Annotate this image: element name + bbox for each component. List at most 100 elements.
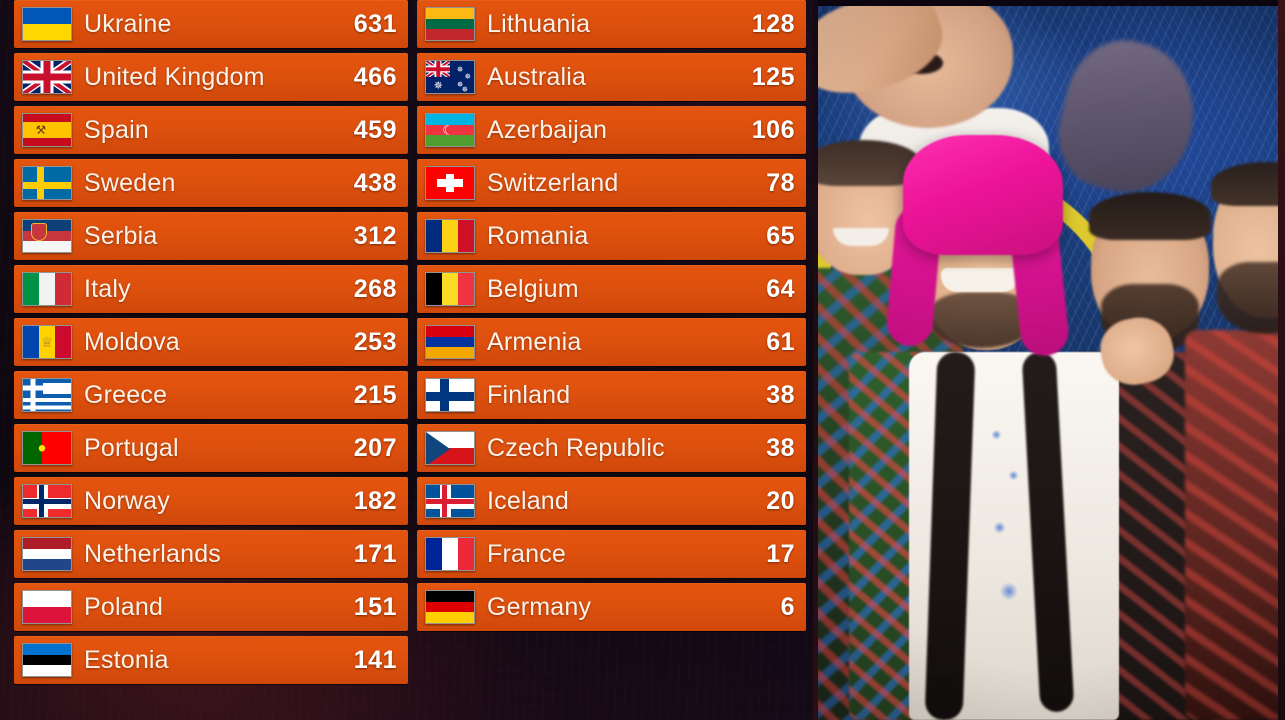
country-points: 17 (766, 539, 795, 568)
country-points: 459 (353, 115, 397, 144)
scoreboard-row: Switzerland 78 (417, 159, 806, 207)
scoreboard-row: ☾ Azerbaijan 106 (417, 106, 806, 154)
flag-icon-se (22, 166, 72, 200)
flag-icon-be (425, 272, 475, 306)
video-frame (813, 0, 1285, 720)
scoreboard-row: Romania 65 (417, 212, 806, 260)
country-name: Greece (84, 380, 168, 409)
country-points: 171 (353, 539, 397, 568)
scoreboard-row: France 17 (417, 530, 806, 578)
country-name: Czech Republic (487, 433, 665, 462)
country-points: 78 (766, 168, 795, 197)
flag-icon-it (22, 272, 72, 306)
country-points: 64 (766, 274, 795, 303)
scoreboard-row: Serbia 312 (14, 212, 408, 260)
country-name: Azerbaijan (487, 115, 608, 144)
flag-icon-ua (22, 7, 72, 41)
flag-icon-de (425, 590, 475, 624)
video-edge-right (1278, 0, 1285, 720)
country-name: Poland (84, 592, 164, 621)
scoreboard-row: Norway 182 (14, 477, 408, 525)
country-points: 215 (353, 380, 397, 409)
flag-icon-am (425, 325, 475, 359)
country-name: Finland (487, 380, 571, 409)
flag-icon-no (22, 484, 72, 518)
country-name: Sweden (84, 168, 176, 197)
scoreboard-row: Italy 268 (14, 265, 408, 313)
video-edge-left (813, 0, 818, 720)
scoreboard-row: ● Portugal 207 (14, 424, 408, 472)
country-name: Germany (487, 592, 592, 621)
live-video-panel (813, 0, 1285, 720)
country-points: 125 (751, 62, 795, 91)
country-name: Netherlands (84, 539, 222, 568)
flag-icon-ee (22, 643, 72, 677)
country-name: Italy (84, 274, 131, 303)
left-man-smile (833, 228, 889, 246)
scoreboard-row: Netherlands 171 (14, 530, 408, 578)
country-name: Spain (84, 115, 149, 144)
flag-icon-pl (22, 590, 72, 624)
country-points: 61 (766, 327, 795, 356)
flag-icon-au: ✵ ✵ ✵ ✵ ✵ (425, 60, 475, 94)
video-edge-top (813, 0, 1285, 6)
flag-icon-az: ☾ (425, 113, 475, 147)
far-right-man-hair (1211, 162, 1285, 206)
country-points: 141 (353, 645, 397, 674)
country-name: Romania (487, 221, 589, 250)
flag-icon-is (425, 484, 475, 518)
center-man-smile (941, 268, 1019, 292)
scoreboard-row: Armenia 61 (417, 318, 806, 366)
scoreboard-row: United Kingdom 466 (14, 53, 408, 101)
country-name: Belgium (487, 274, 579, 303)
scoreboard-row: Finland 38 (417, 371, 806, 419)
country-points: 20 (766, 486, 795, 515)
country-name: Iceland (487, 486, 570, 515)
country-points: 38 (766, 380, 795, 409)
flag-icon-gb (22, 60, 72, 94)
flag-icon-lt (425, 7, 475, 41)
country-name: Moldova (84, 327, 180, 356)
flag-icon-ch (425, 166, 475, 200)
scoreboard-row: Greece 215 (14, 371, 408, 419)
country-name: France (487, 539, 567, 568)
scoreboard-row: ✵ ✵ ✵ ✵ ✵ Australia 125 (417, 53, 806, 101)
flag-icon-gr (22, 378, 72, 412)
country-points: 466 (353, 62, 397, 91)
country-points: 106 (751, 115, 795, 144)
scoreboard-row: Lithuania 128 (417, 0, 806, 48)
country-points: 128 (751, 9, 795, 38)
far-right-man-costume (1185, 330, 1285, 720)
scoreboard-column-left: Ukraine 631 United Kingdom 466 ⚒ Spain 459 Swed… (14, 0, 408, 689)
scoreboard-row: ♕ Moldova 253 (14, 318, 408, 366)
flag-icon-cz (425, 431, 475, 465)
flag-icon-nl (22, 537, 72, 571)
scoreboard-row: Germany 6 (417, 583, 806, 631)
country-points: 182 (353, 486, 397, 515)
flag-icon-es: ⚒ (22, 113, 72, 147)
scoreboard-row: Ukraine 631 (14, 0, 408, 48)
country-name: Ukraine (84, 9, 172, 38)
country-points: 631 (353, 9, 397, 38)
flag-icon-ro (425, 219, 475, 253)
country-points: 438 (353, 168, 397, 197)
country-name: United Kingdom (84, 62, 265, 91)
scoreboard-row: Iceland 20 (417, 477, 806, 525)
flag-icon-pt: ● (22, 431, 72, 465)
flag-icon-fi (425, 378, 475, 412)
country-name: Estonia (84, 645, 169, 674)
country-name: Switzerland (487, 168, 619, 197)
country-name: Serbia (84, 221, 158, 250)
pink-bucket-hat (903, 135, 1063, 255)
country-points: 38 (766, 433, 795, 462)
scoreboard-column-right: Lithuania 128 ✵ ✵ ✵ ✵ ✵ Australia 125 ☾ Azerbaijan… (417, 0, 806, 636)
country-points: 6 (780, 592, 795, 621)
scoreboard-row: Sweden 438 (14, 159, 408, 207)
country-name: Portugal (84, 433, 179, 462)
country-points: 253 (353, 327, 397, 356)
scoreboard-row: ⚒ Spain 459 (14, 106, 408, 154)
scoreboard-row: Estonia 141 (14, 636, 408, 684)
scoreboard-row: Czech Republic 38 (417, 424, 806, 472)
country-points: 151 (353, 592, 397, 621)
